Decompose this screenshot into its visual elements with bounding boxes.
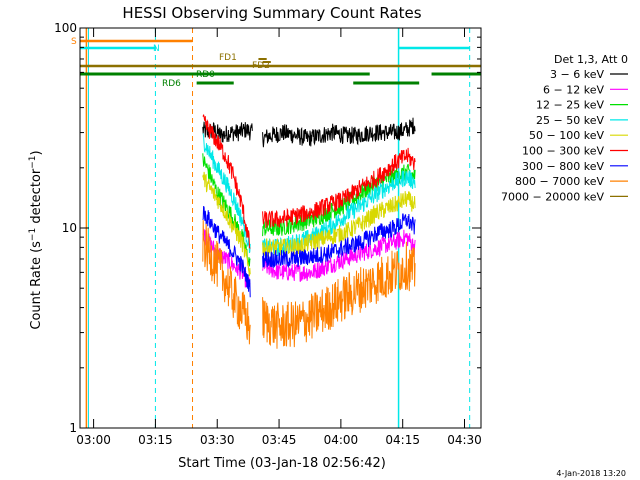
series-line-4-seg-1 (202, 133, 251, 254)
legend-label-2: 6 − 12 keV (543, 83, 604, 96)
legend: Det 1,3, Att 0 3 − 6 keV 6 − 12 keV 12 − 25… (501, 53, 628, 203)
series-line-1-seg-2 (262, 117, 416, 148)
legend-label-5: 50 − 100 keV (529, 129, 604, 142)
series-line-5-seg-1 (202, 171, 251, 277)
saa-flag-label: S (71, 37, 77, 47)
night-flag-label: N (153, 44, 160, 54)
y-axis-label-sup-b: −1 (28, 155, 38, 168)
x-tick-label-0345: 03:45 (262, 433, 297, 447)
series-line-7-seg-2 (262, 213, 416, 269)
x-tick-label-0430: 04:30 (447, 433, 482, 447)
y-tick-label-10: 10 (62, 221, 77, 235)
legend-label-7: 300 − 800 keV (522, 160, 604, 173)
rd6-flag-label: RD6 (162, 79, 181, 89)
x-tick-label-0415: 04:15 (385, 433, 420, 447)
y-axis-label: Count Rate (s−1 detector−1) (28, 150, 44, 329)
generated-timestamp: 4-Jan-2018 13:20 (556, 469, 626, 478)
y-axis-label-text-b: detector (29, 168, 44, 228)
chart-title: HESSI Observing Summary Count Rates (122, 4, 421, 22)
series-line-8-seg-1 (202, 220, 251, 345)
series-line-2-seg-2 (262, 229, 416, 282)
series-line-2-seg-1 (202, 229, 251, 289)
rd0-flag-label: RD0 (196, 70, 215, 80)
series-line-6-seg-1 (202, 114, 251, 249)
y-axis-label-text-c: ) (29, 150, 44, 155)
x-axis-label: Start Time (03-Jan-18 02:56:42) (178, 456, 386, 471)
svg-text:Count Rate (s−1 detector−1): Count Rate (s−1 detector−1) (28, 150, 44, 329)
series-line-1-seg-1 (202, 121, 253, 143)
series-line-8-seg-2 (262, 241, 416, 349)
plot-area: S N FD1 FD2 RD0 RD6 1 10 100 03:00 03:15 03:30 03:45… (54, 21, 482, 447)
series-line-5-seg-2 (262, 191, 416, 259)
fd2-flag-label: FD2 (252, 61, 270, 71)
x-tick-label-0330: 03:30 (200, 433, 235, 447)
y-tick-label-1: 1 (69, 421, 77, 435)
x-tick-label-0400: 04:00 (324, 433, 359, 447)
y-tick-label-100: 100 (54, 21, 77, 35)
x-tick-label-0315: 03:15 (138, 433, 173, 447)
legend-label-3: 12 − 25 keV (536, 99, 604, 112)
series-line-7-seg-1 (202, 206, 251, 298)
y-axis-label-sup-a: −1 (28, 228, 38, 241)
legend-label-6: 100 − 300 keV (522, 145, 604, 158)
x-tick-label-0300: 03:00 (76, 433, 111, 447)
legend-label-8: 800 − 7000 keV (515, 175, 604, 188)
legend-label-9: 7000 − 20000 keV (501, 190, 604, 203)
fd1-flag-label: FD1 (219, 53, 237, 63)
legend-label-1: 3 − 6 keV (550, 68, 604, 81)
legend-title: Det 1,3, Att 0 (554, 53, 628, 66)
legend-label-4: 25 − 50 keV (536, 114, 604, 127)
series-line-6-seg-2 (262, 147, 416, 229)
y-axis-label-text-a: Count Rate (s (29, 241, 44, 330)
